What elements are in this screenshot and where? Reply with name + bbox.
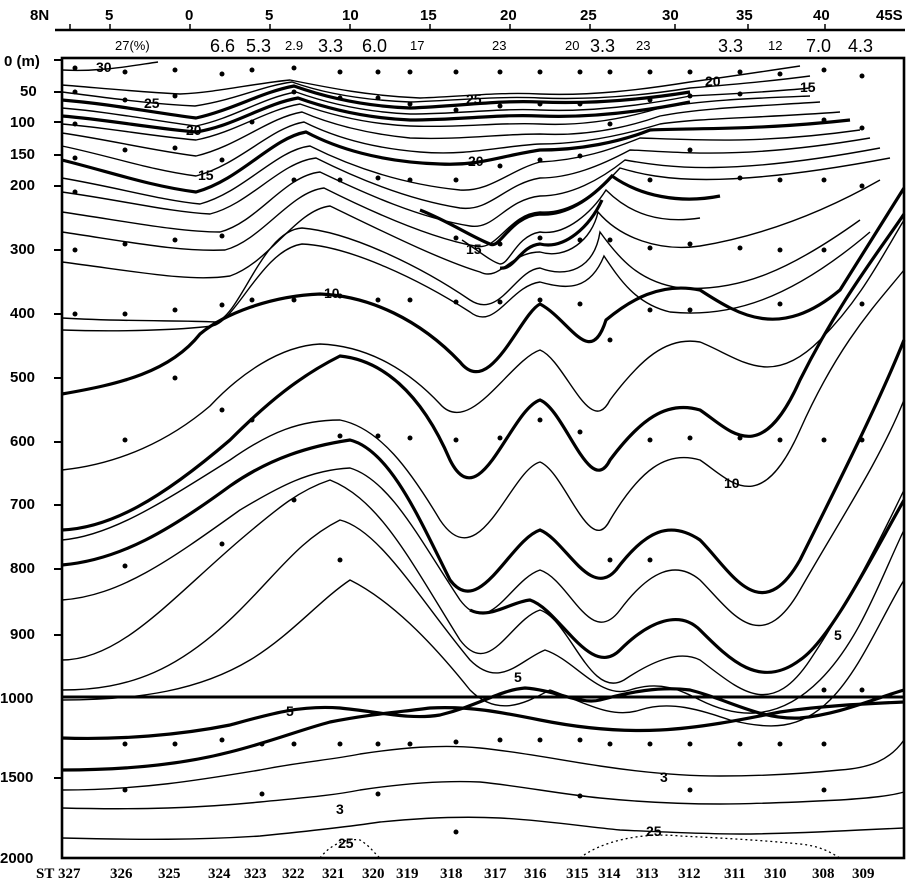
percent-label: 17 xyxy=(410,38,424,53)
depth-label: 2000 xyxy=(0,850,33,867)
contour-label: 5 xyxy=(834,627,842,643)
percent-label: 23 xyxy=(492,38,506,53)
contour-label: 25 xyxy=(338,835,354,851)
station-label: 322 xyxy=(282,866,305,882)
deep-isotherms xyxy=(61,519,905,859)
station-label: 310 xyxy=(764,866,787,882)
depth-ticks xyxy=(54,59,62,779)
station-label: 319 xyxy=(396,866,419,882)
depth-label: 600 xyxy=(10,433,35,450)
station-label: 318 xyxy=(440,866,463,882)
contour-label: 5 xyxy=(514,669,522,685)
mid-isotherms xyxy=(61,187,906,696)
contour-label: 10 xyxy=(324,285,340,301)
station-label: 312 xyxy=(678,866,701,882)
contour-labels: 30 25 20 15 25 20 15 20 15 10 10 5 5 5 3… xyxy=(96,59,842,851)
station-axis: ST 327 326 325 324 323 322 321 320 319 3… xyxy=(36,866,875,882)
depth-label: 300 xyxy=(10,241,35,258)
station-label: 320 xyxy=(362,866,385,882)
lat-tick: 40 xyxy=(813,7,830,24)
station-label: 311 xyxy=(724,866,746,882)
contour-label: 20 xyxy=(468,153,484,169)
station-label: 317 xyxy=(484,866,507,882)
depth-label: 200 xyxy=(10,177,35,194)
percent-label: 27(%) xyxy=(115,38,150,53)
station-label: 325 xyxy=(158,866,181,882)
sample-points xyxy=(72,65,865,835)
contour-label: 3 xyxy=(660,769,668,785)
contour-label: 30 xyxy=(96,59,112,75)
lat-tick: 5 xyxy=(105,7,113,24)
lat-tick: 5 xyxy=(265,7,273,24)
station-label: 316 xyxy=(524,866,547,882)
station-label: 323 xyxy=(244,866,267,882)
percent-label: 6.0 xyxy=(362,36,387,56)
contour-label: 15 xyxy=(466,241,482,257)
percent-label: 3.3 xyxy=(318,36,343,56)
lat-hemisphere-left: 8N xyxy=(30,7,49,24)
station-label: 324 xyxy=(208,866,231,882)
contour-label: 25 xyxy=(646,823,662,839)
contour-label: 20 xyxy=(186,122,202,138)
station-label: 314 xyxy=(598,866,621,882)
depth-label: 1500 xyxy=(0,769,33,786)
contour-label: 15 xyxy=(198,167,214,183)
plot-frame xyxy=(60,56,906,860)
percent-label: 7.0 xyxy=(806,36,831,56)
lat-tick: 15 xyxy=(420,7,437,24)
percent-label: 6.6 xyxy=(210,36,235,56)
depth-label: 700 xyxy=(10,496,35,513)
depth-label: 100 xyxy=(10,114,35,131)
lat-tick: 30 xyxy=(662,7,679,24)
station-label: 326 xyxy=(110,866,133,882)
contour-label: 10 xyxy=(724,475,740,491)
lat-tick: 20 xyxy=(500,7,517,24)
contour-label: 15 xyxy=(800,79,816,95)
contour-label: 20 xyxy=(705,73,721,89)
lat-tick: 0 xyxy=(185,7,193,24)
depth-label: 900 xyxy=(10,626,35,643)
depth-label: 50 xyxy=(20,83,37,100)
lat-tick: 10 xyxy=(342,7,359,24)
percent-label: 2.9 xyxy=(285,38,303,53)
station-label: 309 xyxy=(852,866,875,882)
depth-label: 0 (m) xyxy=(4,53,40,70)
depth-label: 150 xyxy=(10,146,35,163)
contour-label: 25 xyxy=(144,95,160,111)
lat-tick: 35 xyxy=(736,7,753,24)
percent-label: 3.3 xyxy=(590,36,615,56)
percent-label: 3.3 xyxy=(718,36,743,56)
percent-label: 4.3 xyxy=(848,36,873,56)
lat-tick: 25 xyxy=(580,7,597,24)
contour-label: 3 xyxy=(336,801,344,817)
station-label: 308 xyxy=(812,866,835,882)
lat-hemisphere-right: 45S xyxy=(876,7,903,24)
percent-labels: 27(%) 6.6 5.3 2.9 3.3 6.0 17 23 20 3.3 2… xyxy=(115,36,873,56)
percent-label: 5.3 xyxy=(246,36,271,56)
percent-label: 23 xyxy=(636,38,650,53)
contour-label: 5 xyxy=(286,703,294,719)
depth-label: 500 xyxy=(10,369,35,386)
contour-label: 25 xyxy=(466,91,482,107)
station-label: 313 xyxy=(636,866,659,882)
depth-label: 1000 xyxy=(0,690,33,707)
station-prefix: ST xyxy=(36,866,54,882)
percent-label: 20 xyxy=(565,38,579,53)
percent-label: 12 xyxy=(768,38,782,53)
depth-label: 800 xyxy=(10,560,35,577)
depth-label: 400 xyxy=(10,305,35,322)
station-label: 327 xyxy=(58,866,81,882)
latitude-scale: 8N 5 0 5 10 15 20 25 30 35 40 45S xyxy=(30,7,905,32)
station-label: 315 xyxy=(566,866,589,882)
depth-axis: 0 (m) 50 100 150 200 300 400 500 600 700… xyxy=(0,53,40,867)
station-label: 321 xyxy=(322,866,345,882)
